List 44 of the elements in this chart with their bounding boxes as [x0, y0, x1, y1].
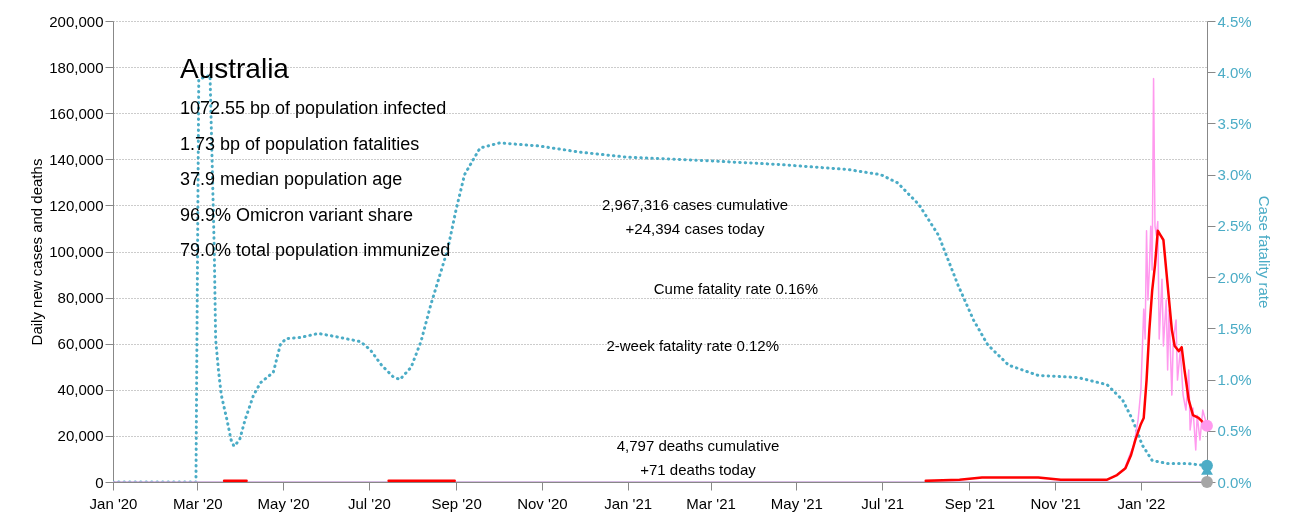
y2-tick-label: 0.5%	[1217, 422, 1252, 440]
x-tick-label: May '20	[257, 494, 310, 512]
y-tick-label: 60,000	[57, 335, 104, 353]
annotation: 1072.55 bp of population infected	[180, 98, 447, 118]
x-tick-label: Mar '20	[173, 494, 223, 512]
y-tick-label: 200,000	[49, 12, 104, 30]
y2-tick-label: 4.5%	[1217, 12, 1252, 30]
text: Australia	[180, 53, 290, 84]
x-tick-label: Mar '21	[686, 494, 736, 512]
x-tick-label: May '21	[770, 494, 823, 512]
x-tick-label: Sep '21	[944, 494, 996, 512]
annotation: 2,967,316 cases cumulative +24,394 cases today	[602, 196, 788, 237]
y-tick-label: 160,000	[49, 104, 104, 122]
y2-tick-label: 2.0%	[1217, 268, 1252, 286]
x-tick-label: Jul '21	[861, 494, 905, 512]
x-tick-label: Nov '20	[517, 494, 568, 512]
y-tick-label: 100,000	[49, 243, 104, 260]
y2-tick-label: 0.0%	[1217, 473, 1252, 491]
annotation: 79.0% total population immunized	[180, 240, 451, 260]
y-tick-label: 80,000	[57, 289, 104, 307]
annotation: 4,797 deaths cumulative +71 deaths today	[616, 437, 780, 478]
annotation: 37.9 median population age	[180, 169, 403, 189]
y2-tick-label: 3.0%	[1217, 166, 1252, 184]
x-tick-label: Jan '22	[1117, 494, 1166, 512]
y-tick-label: 0	[95, 473, 104, 491]
x-tick-label: Jan '20	[89, 494, 138, 512]
y2-tick-label: 2.5%	[1217, 217, 1252, 235]
x-tick-label: Nov '21	[1030, 494, 1081, 512]
y2-tick-label: 1.5%	[1217, 319, 1252, 337]
y2-tick-label: 1.0%	[1217, 371, 1252, 389]
y-axis-title: Daily new cases and deaths	[28, 158, 46, 346]
y2-tick-label: 3.5%	[1217, 114, 1252, 132]
y-tick-label: 140,000	[49, 150, 104, 168]
annotation: 2-week fatality rate 0.12%	[606, 337, 779, 354]
y2-tick-label: 4.0%	[1217, 63, 1252, 81]
x-tick-label: Jan '21	[604, 494, 653, 512]
y-tick-label: 180,000	[49, 58, 104, 76]
x-tick-label: Sep '20	[431, 494, 482, 512]
y2-axis-title: Case fatality rate	[1255, 195, 1273, 309]
annotation: Cume fatality rate 0.16%	[653, 280, 818, 297]
y-tick-label: 120,000	[49, 196, 104, 214]
y-tick-label: 40,000	[57, 381, 104, 399]
y-tick-label: 20,000	[57, 427, 104, 445]
x-tick-label: Jul '20	[347, 494, 391, 512]
